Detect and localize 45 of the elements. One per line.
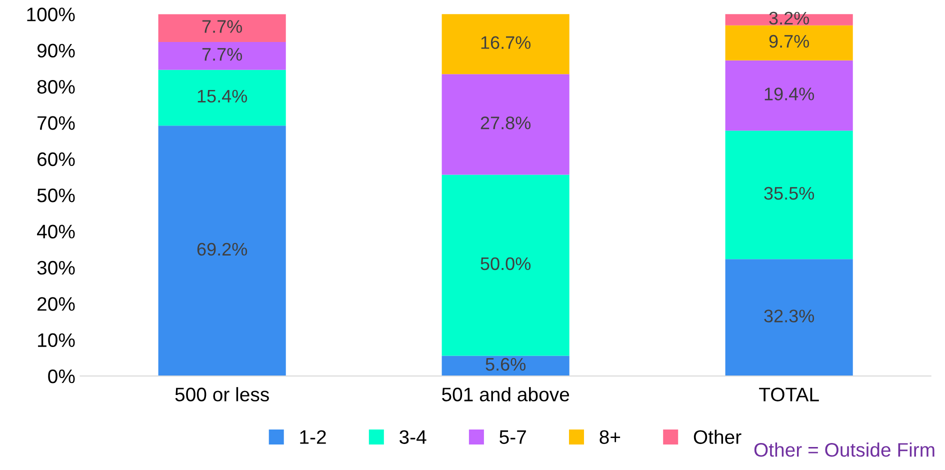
bar [442, 74, 570, 175]
x-tick-label: TOTAL [759, 388, 819, 402]
y-tick-label: 60% [38, 152, 75, 166]
y-tick-label: 40% [36, 224, 75, 238]
bar [442, 356, 570, 376]
y-tick-label: 0% [48, 369, 75, 384]
data-label: 5.6% [486, 358, 526, 371]
data-label: 19.4% [764, 88, 814, 100]
data-label: 3.2% [769, 12, 810, 25]
x-tick-label: 501 and above [442, 387, 570, 402]
data-label: 35.5% [764, 186, 814, 200]
bar [158, 42, 286, 70]
bar [158, 126, 286, 376]
x-tick-label: 500 or less [175, 387, 269, 402]
bar [725, 130, 853, 260]
data-label: 15.4% [198, 90, 248, 103]
y-tick-label: 10% [38, 333, 75, 348]
bar [158, 70, 286, 126]
bar [158, 14, 286, 42]
bar [725, 259, 853, 376]
legend-label: Other [694, 430, 742, 444]
legend-label: 1-2 [300, 430, 326, 444]
data-label: 50.0% [480, 257, 531, 270]
y-tick-label: 20% [38, 297, 75, 311]
data-label: 16.7% [481, 36, 531, 49]
data-label: 7.7% [202, 48, 242, 61]
data-label: 27.8% [480, 116, 531, 130]
y-tick-label: 70% [38, 116, 75, 130]
data-label: 69.2% [197, 242, 248, 256]
y-tick-label: 90% [37, 44, 75, 58]
data-label: 7.7% [202, 20, 242, 33]
y-tick-label: 100% [27, 8, 75, 22]
y-tick-label: 30% [37, 260, 75, 275]
bar [442, 174, 570, 356]
legend-label: 5-7 [500, 430, 526, 444]
bar [442, 14, 570, 74]
legend-label: 8+ [600, 430, 620, 444]
data-label: 32.3% [764, 310, 814, 322]
bar [725, 60, 853, 131]
y-tick-label: 80% [37, 80, 75, 94]
y-tick-label: 50% [37, 188, 75, 202]
text: Other = Outside Firm [754, 442, 934, 457]
bar [725, 25, 853, 60]
legend-label: 3-4 [400, 430, 426, 444]
data-label: 9.7% [769, 34, 810, 48]
